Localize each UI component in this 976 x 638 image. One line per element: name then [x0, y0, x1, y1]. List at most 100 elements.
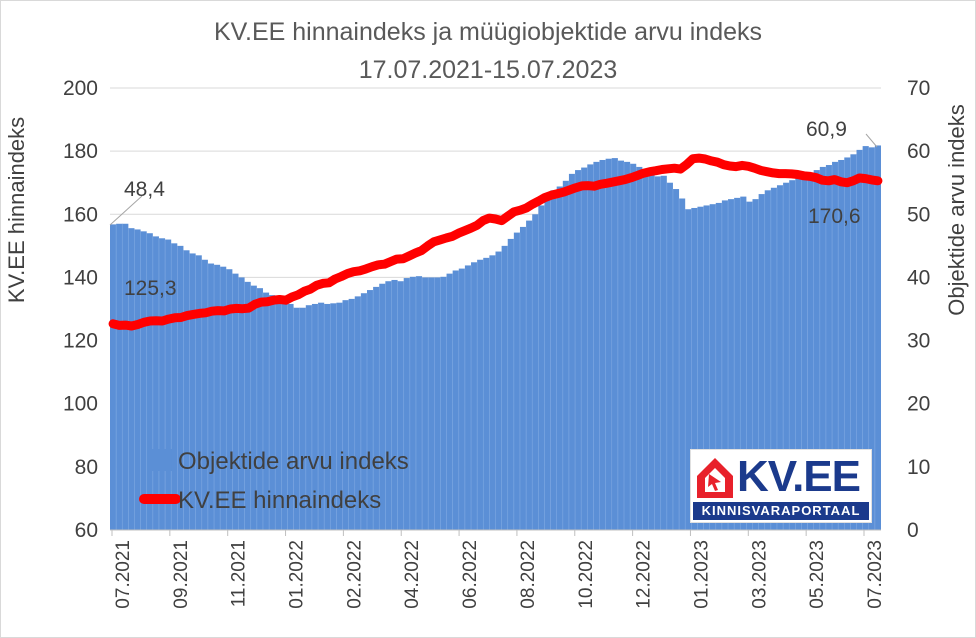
bar: [440, 276, 447, 530]
legend-bar-label: Objektide arvu indeks: [178, 448, 409, 475]
bar: [220, 266, 227, 530]
bar: [134, 229, 141, 530]
bar: [868, 147, 875, 530]
bar: [128, 228, 135, 531]
annotation-bar-start: 48,4: [124, 178, 165, 201]
y-left-tick-label: 200: [63, 77, 98, 100]
bar: [458, 268, 465, 530]
bar: [709, 204, 716, 530]
bar: [624, 161, 631, 530]
x-tick-label: 12.2022: [634, 540, 655, 609]
bar: [171, 243, 178, 530]
bar: [734, 197, 741, 530]
bar: [850, 154, 857, 531]
bar: [360, 293, 367, 530]
bar: [544, 196, 551, 530]
bar: [556, 186, 563, 530]
line-series: [108, 153, 883, 331]
bar: [354, 296, 361, 530]
bar: [679, 198, 686, 530]
y-left-ticks: 60 80 100 120 140 160 180 200: [63, 77, 98, 542]
bar: [789, 180, 796, 530]
bar: [305, 305, 312, 530]
bar: [697, 206, 704, 531]
bar: [532, 214, 539, 531]
bar: [281, 298, 288, 530]
bar: [691, 207, 698, 530]
x-tick-label: 10.2022: [576, 540, 597, 609]
price-index-line: [108, 153, 883, 331]
bar: [452, 270, 459, 530]
y-right-tick-label: 40: [907, 266, 930, 289]
x-tick-label: 07.2021: [113, 540, 134, 609]
y-left-tick-label: 120: [63, 330, 98, 353]
bar: [477, 259, 484, 530]
bar: [330, 303, 337, 530]
bar: [287, 303, 294, 530]
logo-wordmark: KV.EE: [737, 452, 861, 501]
bar: [232, 273, 239, 530]
bar: [195, 255, 202, 531]
bar: [568, 173, 576, 531]
bar: [630, 163, 637, 530]
bar: [526, 220, 533, 530]
bar: [819, 166, 826, 530]
bar: [110, 224, 117, 531]
bar: [575, 170, 582, 531]
bar: [214, 264, 221, 530]
bar: [165, 239, 172, 531]
legend: Objektide arvu indeks KV.EE hinnaindeks: [139, 448, 409, 514]
y-right-tick-label: 20: [907, 393, 930, 416]
x-ticks: 07.2021 09.2021 11.2021 01.2022 02.2022 04.20…: [111, 530, 886, 609]
annotation-leader-bar-start: [109, 195, 143, 226]
bar: [269, 295, 276, 530]
bar: [501, 245, 508, 530]
bar: [226, 269, 233, 530]
bar: [189, 253, 196, 531]
bar: [238, 277, 245, 530]
bar: [336, 302, 343, 530]
bar: [262, 292, 270, 530]
bar: [593, 161, 600, 530]
bar: [825, 165, 833, 530]
bar: [562, 180, 569, 530]
logo-tagline: KINNISVARAPORTAAL: [693, 502, 869, 520]
bar: [146, 233, 153, 530]
kv-ee-logo: KV.EE KINNISVARAPORTAAL: [690, 449, 872, 523]
y-left-tick-label: 80: [75, 456, 98, 479]
x-tick-label: 02.2022: [344, 540, 365, 609]
bar: [636, 166, 643, 530]
bar: [116, 223, 123, 530]
y-left-tick-label: 140: [63, 266, 98, 289]
bar: [152, 236, 159, 530]
bar: [648, 173, 655, 530]
bar: [666, 182, 673, 530]
x-tick-label: 07.2023: [865, 540, 886, 609]
bar: [250, 285, 257, 530]
bar: [776, 185, 784, 531]
bar: [244, 281, 251, 530]
y-left-tick-label: 160: [63, 203, 98, 226]
bar: [177, 245, 184, 530]
bar: [201, 259, 208, 530]
bar: [409, 276, 416, 530]
x-tick-label: 08.2022: [518, 540, 539, 609]
bar: [801, 174, 808, 530]
y-right-tick-label: 30: [907, 330, 930, 353]
bar: [746, 201, 753, 530]
x-tick-label: 09.2021: [171, 540, 192, 609]
bar: [642, 170, 649, 531]
y-right-tick-label: 0: [907, 519, 919, 542]
bar: [348, 298, 355, 530]
y-right-axis-title: Objektide arvu indeks: [944, 104, 969, 316]
bar: [318, 302, 325, 530]
x-tick-label: 01.2023: [691, 540, 712, 609]
bar: [342, 300, 349, 530]
bar: [367, 290, 374, 530]
bar: [158, 238, 166, 530]
bar: [587, 164, 594, 530]
bar: [672, 189, 680, 530]
bar: [275, 296, 282, 530]
bar: [507, 238, 514, 530]
